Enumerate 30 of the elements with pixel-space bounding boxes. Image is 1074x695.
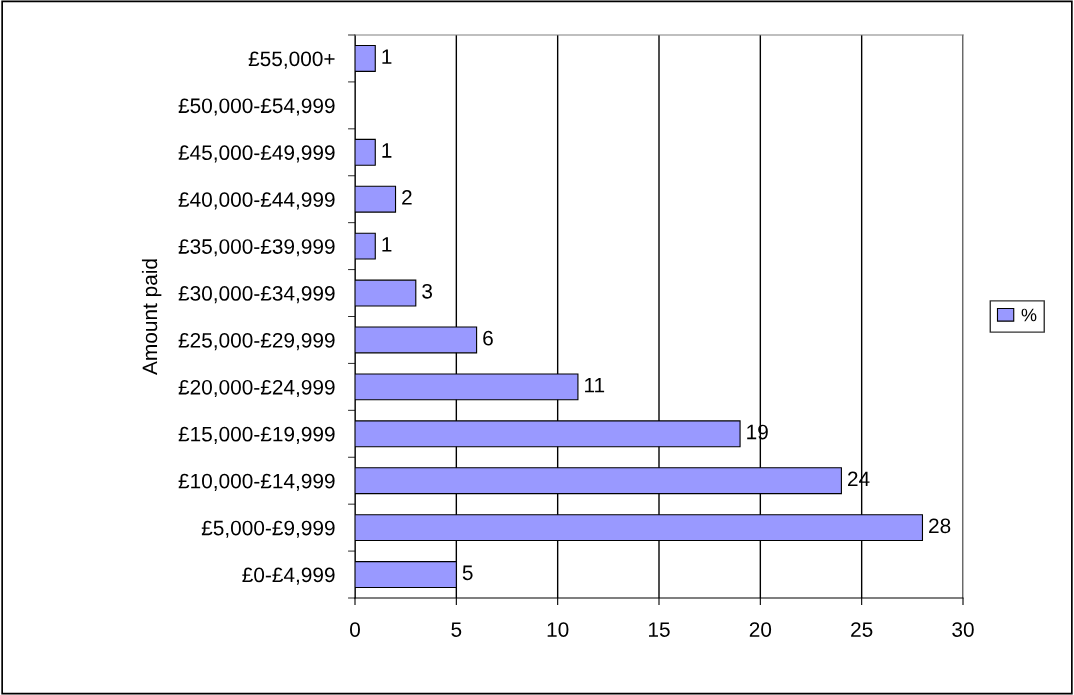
y-tick-label: £40,000-£44,999	[178, 192, 335, 210]
data-label: 1	[382, 237, 392, 252]
y-tick-label: £25,000-£29,999	[178, 332, 335, 351]
data-label: 5	[462, 565, 473, 581]
x-tick-label: 0	[350, 622, 360, 637]
x-tick-label: 15	[649, 622, 670, 637]
data-label: 11	[585, 377, 605, 393]
y-tick-label: £45,000-£49,999	[178, 145, 335, 163]
y-tick-label: £20,000-£24,999	[178, 379, 335, 398]
x-tick-label: 30	[952, 622, 974, 637]
y-tick-label: £15,000-£19,999	[178, 426, 335, 445]
x-tick-label: 20	[749, 622, 772, 637]
data-label: 2	[402, 190, 412, 205]
legend-label: %	[1021, 308, 1037, 322]
y-tick-label: £55,000+	[248, 51, 335, 69]
x-tick-label: 25	[851, 622, 873, 637]
y-tick-label: £0-£4,999	[242, 567, 335, 585]
data-label: 28	[929, 518, 951, 534]
y-tick-label: £30,000-£34,999	[178, 286, 335, 304]
x-tick-label: 5	[451, 622, 462, 637]
data-label: 3	[422, 283, 433, 299]
y-axis-title: Amount paid	[141, 259, 162, 375]
data-label: 1	[382, 49, 392, 64]
x-tick-label: 10	[547, 622, 569, 637]
y-tick-label: £50,000-£54,999	[178, 98, 335, 116]
y-tick-label: £5,000-£9,999	[201, 520, 335, 538]
data-label: 6	[483, 330, 493, 346]
data-label: 1	[382, 143, 392, 158]
y-tick-label: £10,000-£14,999	[178, 473, 335, 491]
y-tick-label: £35,000-£39,999	[178, 239, 335, 257]
